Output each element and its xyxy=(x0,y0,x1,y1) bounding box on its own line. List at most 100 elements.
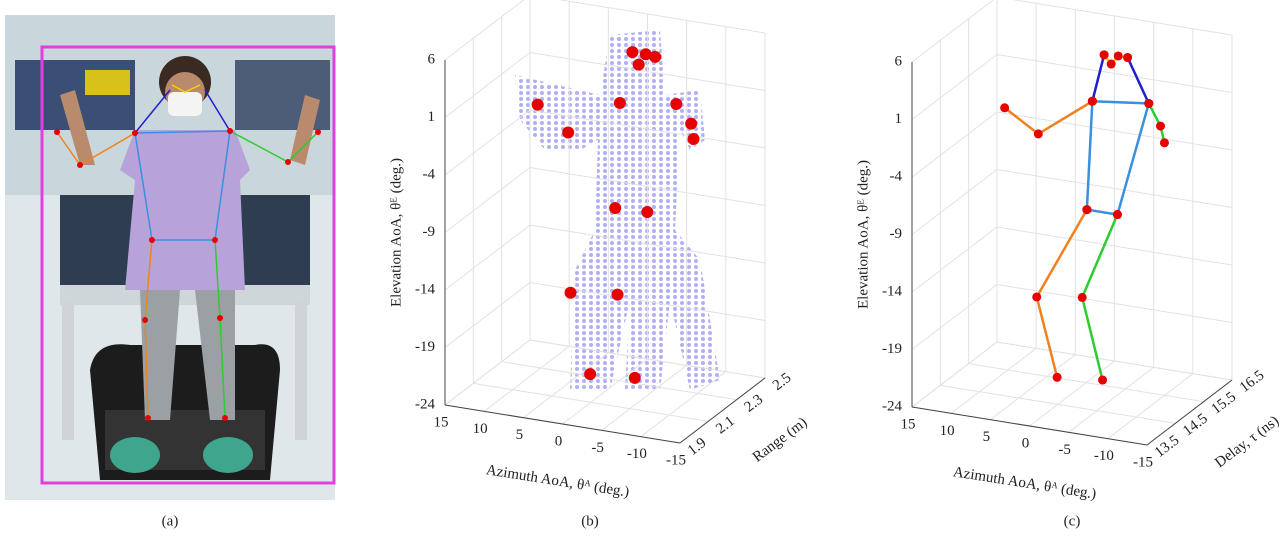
limb xyxy=(1003,100,1094,136)
joint xyxy=(1112,210,1122,220)
z-tick-label: -14 xyxy=(882,283,902,299)
joint xyxy=(1123,52,1133,62)
keypoint xyxy=(609,201,622,214)
keypoint xyxy=(611,288,624,301)
y-tick-label: 14.5 xyxy=(1180,411,1211,440)
grid-line xyxy=(911,169,998,235)
grid-line xyxy=(640,371,727,438)
caption: (a) xyxy=(162,513,179,529)
z-tick-label: -4 xyxy=(890,168,903,184)
keypoint xyxy=(584,368,597,381)
y-axis-label: Range (m) xyxy=(750,414,811,465)
z-tick-label: 6 xyxy=(428,51,436,67)
grid-line xyxy=(940,384,1176,424)
x-tick-label: 0 xyxy=(555,433,563,449)
x-tick-label: 10 xyxy=(473,421,488,437)
grid-line xyxy=(529,52,766,91)
grid-line xyxy=(444,339,531,406)
x-tick-label: -5 xyxy=(591,440,604,456)
joint xyxy=(1077,292,1087,302)
axis-line xyxy=(444,404,681,444)
joint xyxy=(1106,59,1116,69)
keypoint xyxy=(626,46,639,59)
grid-line xyxy=(529,167,766,206)
z-tick-label: -14 xyxy=(415,281,435,297)
joint xyxy=(1159,138,1169,148)
grid-line xyxy=(444,224,531,291)
grid-line xyxy=(529,109,766,149)
y-tick-label: 2.3 xyxy=(742,392,767,416)
grid-line xyxy=(911,111,998,178)
grid-line xyxy=(444,52,531,118)
grid-line xyxy=(501,361,737,401)
y-axis-label: Delay, τ (ns) xyxy=(1212,413,1282,471)
grid-line xyxy=(996,341,1233,381)
y-tick-label: 2.1 xyxy=(713,413,738,437)
x-tick-label: -15 xyxy=(666,452,686,468)
axis-line xyxy=(1146,379,1233,446)
z-axis-label: Elevation AoA, θᴱ (deg.) xyxy=(388,158,404,307)
keypoint xyxy=(628,371,641,384)
keypoint xyxy=(687,133,700,146)
keypoint xyxy=(649,50,662,63)
y-tick-label: 15.5 xyxy=(1209,389,1240,418)
x-tick-label: 15 xyxy=(434,414,449,430)
joint xyxy=(1000,103,1010,113)
x-tick-label: -5 xyxy=(1058,442,1071,458)
grid-line xyxy=(1107,373,1194,440)
y-tick-label: 1.9 xyxy=(685,435,710,459)
z-tick-label: 6 xyxy=(895,53,903,69)
joint xyxy=(1082,205,1092,215)
limb xyxy=(1085,99,1151,216)
x-tick-label: -10 xyxy=(627,446,647,462)
grid-line xyxy=(911,341,998,408)
joint xyxy=(1156,121,1166,131)
keypoint xyxy=(564,286,577,299)
z-tick-label: 1 xyxy=(895,111,903,127)
x-tick-label: 5 xyxy=(983,429,991,445)
grid-line xyxy=(911,54,998,120)
limb xyxy=(1091,54,1106,102)
grid-line xyxy=(968,363,1204,403)
x-tick-label: 5 xyxy=(516,427,524,443)
grid-line xyxy=(1029,360,1115,427)
joint xyxy=(1144,98,1154,108)
z-tick-label: -4 xyxy=(423,166,436,182)
grid-line xyxy=(911,226,998,293)
limb xyxy=(1080,214,1119,381)
keypoint xyxy=(613,96,626,109)
x-tick-label: -10 xyxy=(1094,448,1114,464)
grid-line xyxy=(996,284,1233,323)
x-tick-label: 0 xyxy=(1022,435,1030,451)
grid-line xyxy=(529,224,766,264)
keypoint xyxy=(685,117,698,130)
z-tick-label: 1 xyxy=(428,109,436,125)
joint xyxy=(1087,96,1097,106)
keypoint xyxy=(562,126,575,139)
grid-line xyxy=(996,226,1233,266)
grid-line xyxy=(996,111,1233,151)
grid-line xyxy=(950,347,1037,414)
grid-line xyxy=(990,354,1076,421)
grid-line xyxy=(444,282,531,348)
grid-line xyxy=(996,54,1233,93)
joint xyxy=(1032,292,1042,302)
joint xyxy=(1098,375,1108,385)
keypoint xyxy=(639,48,652,61)
limb xyxy=(1126,56,1150,104)
axis-line xyxy=(911,406,1148,446)
z-tick-label: -24 xyxy=(882,398,902,414)
y-tick-label: 2.5 xyxy=(770,370,795,394)
grid-line xyxy=(1012,0,1233,36)
grid-line xyxy=(529,339,766,379)
keypoint xyxy=(531,98,544,111)
z-tick-label: -19 xyxy=(882,341,902,357)
x-axis-label: Azimuth AoA, θᴬ (deg.) xyxy=(485,462,630,500)
grid-line xyxy=(1068,366,1154,433)
limb xyxy=(1103,54,1128,67)
y-tick-label: 13.5 xyxy=(1152,432,1183,461)
grid-line xyxy=(996,169,1233,208)
caption: (b) xyxy=(581,513,599,529)
joint xyxy=(1033,129,1043,139)
